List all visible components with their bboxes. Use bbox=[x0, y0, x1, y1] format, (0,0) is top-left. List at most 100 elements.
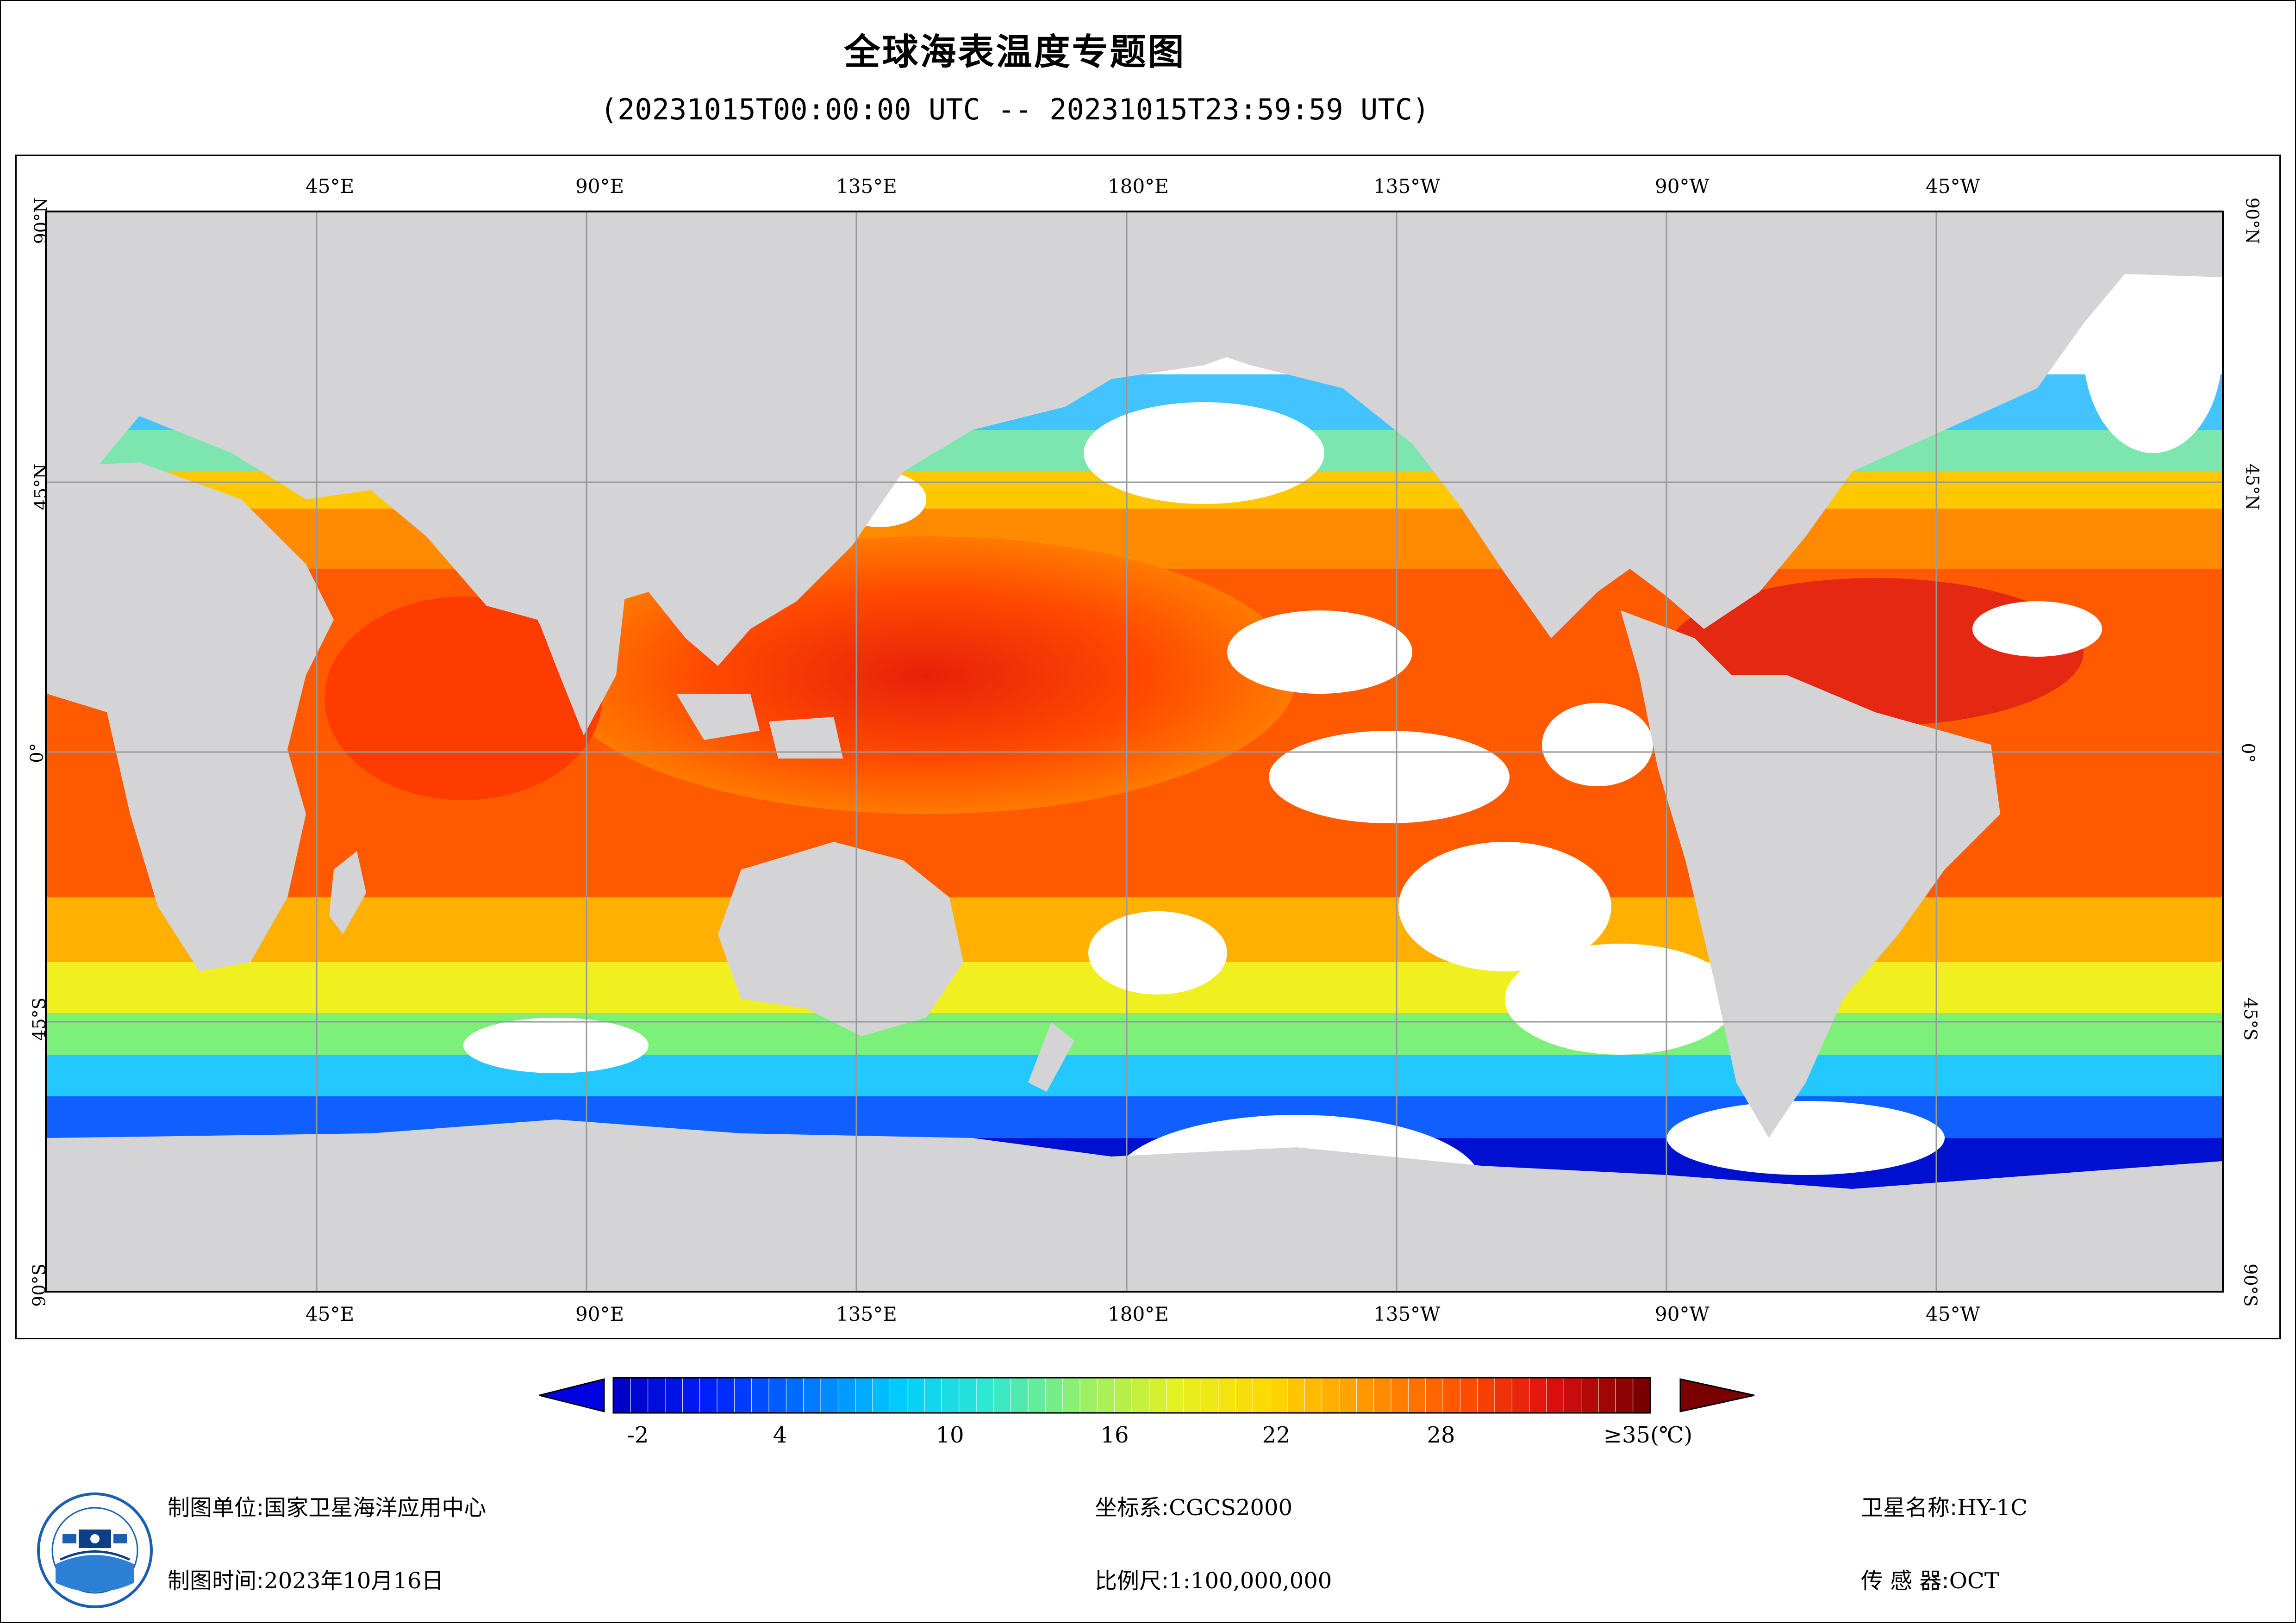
colorbar-cell bbox=[613, 1377, 631, 1413]
coordinate-system: 坐标系:CGCS2000 bbox=[1095, 1489, 1292, 1522]
colorbar-cell bbox=[872, 1377, 891, 1413]
lon-label-top-135e: 135°E bbox=[836, 175, 897, 198]
lat-label-right-0: 0° bbox=[2238, 743, 2259, 763]
lon-label-bottom-135e: 135°E bbox=[836, 1303, 897, 1325]
colorbar-cell bbox=[1391, 1377, 1409, 1413]
colorbar-cell bbox=[1511, 1377, 1530, 1413]
satellite-label: 卫星名称: bbox=[1861, 1495, 1958, 1521]
colorbar-cell bbox=[1494, 1377, 1513, 1413]
colorbar-cell bbox=[1183, 1377, 1202, 1413]
colorbar-cell bbox=[820, 1377, 839, 1413]
sensor-label: 传 感 器: bbox=[1861, 1568, 1949, 1594]
colorbar-cell bbox=[803, 1377, 822, 1413]
colorbar-cell bbox=[1477, 1377, 1495, 1413]
time-range: (20231015T00:00:00 UTC -- 20231015T23:59… bbox=[600, 93, 1430, 126]
lon-label-bottom-90w: 90°W bbox=[1655, 1303, 1710, 1325]
satellite-value: HY-1C bbox=[1957, 1495, 2028, 1521]
lat-label-right-45s: 45°S bbox=[2240, 997, 2261, 1041]
colorbar-cell bbox=[1200, 1377, 1219, 1413]
colorbar-tick-35: ≥35(℃) bbox=[1603, 1422, 1693, 1448]
colorbar-cell bbox=[1148, 1377, 1167, 1413]
sst-map-graphic bbox=[47, 212, 2222, 1291]
satellite-name: 卫星名称:HY-1C bbox=[1861, 1489, 2028, 1522]
sensor: 传 感 器:OCT bbox=[1861, 1562, 1999, 1595]
colorbar-cell bbox=[1304, 1377, 1323, 1413]
colorbar-cell bbox=[1546, 1377, 1565, 1413]
colorbar-cell bbox=[1218, 1377, 1236, 1413]
colorbar-cell bbox=[734, 1377, 752, 1413]
crs-label: 坐标系: bbox=[1095, 1495, 1169, 1521]
colorbar-cell bbox=[648, 1377, 666, 1413]
colorbar-cell bbox=[1356, 1377, 1374, 1413]
production-time-label: 制图时间: bbox=[168, 1568, 264, 1594]
production-time: 制图时间:2023年10月16日 bbox=[168, 1562, 444, 1595]
crs-value: CGCS2000 bbox=[1169, 1495, 1293, 1521]
colorbar-cell bbox=[1563, 1377, 1582, 1413]
colorbar-cell bbox=[717, 1377, 735, 1413]
colorbar-cell bbox=[630, 1377, 649, 1413]
colorbar-cell bbox=[1045, 1377, 1063, 1413]
colorbar-cell bbox=[682, 1377, 700, 1413]
colorbar-cell bbox=[665, 1377, 683, 1413]
colorbar-tick-minus2: -2 bbox=[627, 1422, 649, 1448]
colorbar-min-arrow bbox=[539, 1378, 605, 1412]
colorbar-cell bbox=[907, 1377, 925, 1413]
lat-label-left-0: 0° bbox=[26, 743, 47, 763]
colorbar-cell bbox=[1615, 1377, 1634, 1413]
colorbar-cell bbox=[1425, 1377, 1443, 1413]
colorbar-cell bbox=[1097, 1377, 1115, 1413]
lon-label-top-180e: 180°E bbox=[1108, 175, 1169, 198]
colorbar-cell bbox=[993, 1377, 1011, 1413]
colorbar-cell bbox=[976, 1377, 994, 1413]
scale-value: 1:100,000,000 bbox=[1169, 1568, 1332, 1594]
lat-label-right-90n: 90°N bbox=[2242, 197, 2263, 244]
colorbar-tick-10: 10 bbox=[936, 1422, 964, 1448]
colorbar-cell bbox=[1287, 1377, 1305, 1413]
scale-label: 比例尺: bbox=[1095, 1568, 1169, 1594]
lat-label-right-45n: 45°N bbox=[2242, 463, 2263, 510]
lon-label-top-135w: 135°W bbox=[1373, 175, 1441, 198]
colorbar-cell bbox=[1028, 1377, 1046, 1413]
colorbar-cell bbox=[768, 1377, 787, 1413]
colorbar-cell bbox=[1408, 1377, 1426, 1413]
lon-label-bottom-90e: 90°E bbox=[575, 1303, 624, 1325]
producer-value: 国家卫星海洋应用中心 bbox=[264, 1495, 487, 1521]
colorbar-cell bbox=[1339, 1377, 1357, 1413]
colorbar-max-arrow bbox=[1679, 1378, 1754, 1412]
colorbar-cell bbox=[1442, 1377, 1461, 1413]
colorbar-cell bbox=[1322, 1377, 1340, 1413]
colorbar-cell bbox=[1529, 1377, 1547, 1413]
sensor-value: OCT bbox=[1949, 1568, 1999, 1594]
colorbar-tick-28: 28 bbox=[1427, 1422, 1455, 1448]
lon-label-bottom-180e: 180°E bbox=[1108, 1303, 1169, 1325]
land bbox=[47, 212, 2222, 1291]
colorbar-tick-16: 16 bbox=[1100, 1422, 1129, 1448]
production-time-value: 2023年10月16日 bbox=[264, 1568, 444, 1594]
graticule bbox=[47, 212, 2222, 1291]
lon-label-bottom-135w: 135°W bbox=[1373, 1303, 1441, 1325]
colorbar-cell bbox=[1373, 1377, 1391, 1413]
colorbar-cell bbox=[699, 1377, 718, 1413]
colorbar-cell bbox=[1011, 1377, 1029, 1413]
colorbar-cell bbox=[1270, 1377, 1288, 1413]
colorbar-cell bbox=[1062, 1377, 1080, 1413]
colorbar-cell bbox=[1166, 1377, 1184, 1413]
page-title: 全球海表温度专题图 bbox=[844, 31, 1186, 73]
colorbar-cell bbox=[941, 1377, 960, 1413]
lon-label-top-45w: 45°W bbox=[1926, 175, 1980, 198]
nsoas-logo-icon bbox=[37, 1492, 153, 1608]
sst-map[interactable] bbox=[45, 211, 2224, 1293]
colorbar-cell bbox=[959, 1377, 977, 1413]
lon-label-top-45e: 45°E bbox=[306, 175, 355, 198]
colorbar-cell bbox=[751, 1377, 769, 1413]
map-scale: 比例尺:1:100,000,000 bbox=[1095, 1562, 1332, 1595]
colorbar-cells bbox=[613, 1377, 1651, 1413]
lon-label-bottom-45e: 45°E bbox=[306, 1303, 355, 1325]
colorbar-cell bbox=[1252, 1377, 1271, 1413]
colorbar-tick-22: 22 bbox=[1262, 1422, 1291, 1448]
colorbar-cell bbox=[786, 1377, 804, 1413]
colorbar-cell bbox=[1581, 1377, 1599, 1413]
colorbar-cell bbox=[924, 1377, 942, 1413]
colorbar-cell bbox=[1114, 1377, 1132, 1413]
